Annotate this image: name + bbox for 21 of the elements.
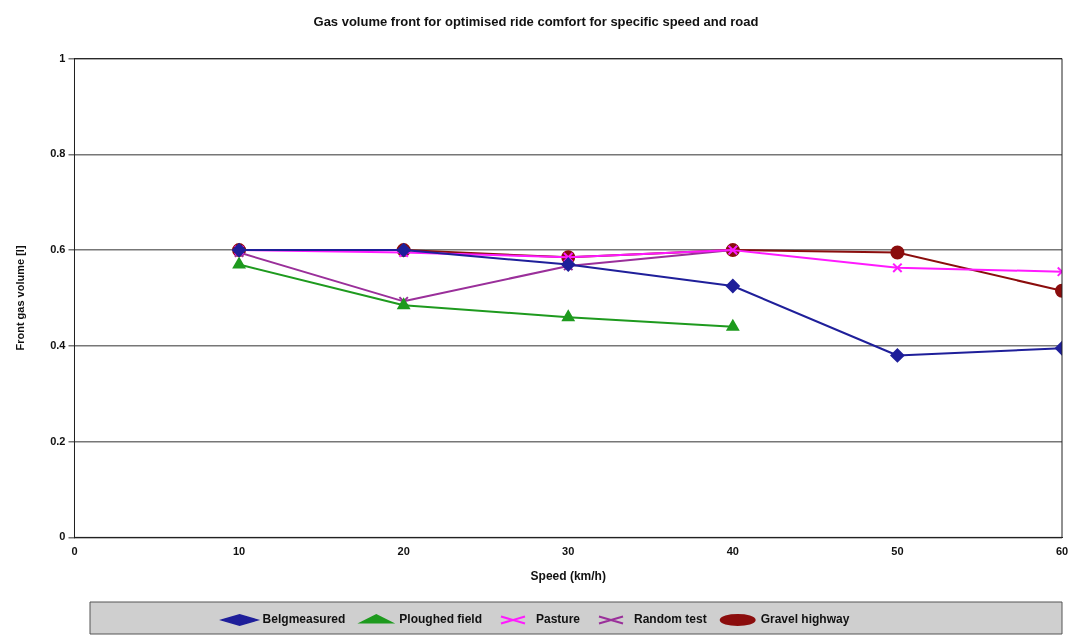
- x-tick-label: 10: [232, 545, 246, 558]
- x-tick-label: 30: [562, 545, 575, 558]
- y-tick-label: 1: [59, 51, 66, 64]
- y-tick-label: 0.4: [50, 338, 67, 351]
- legend-label: Pasture: [535, 612, 581, 627]
- y-tick-label: 0.8: [50, 147, 66, 160]
- y-tick-label: 0.2: [50, 434, 66, 447]
- legend-label: Gravel highway: [760, 612, 850, 627]
- x-tick-label: 0: [71, 545, 78, 558]
- chart-title: Gas volume front for optimised ride comfort for specific speed and road: [313, 14, 759, 30]
- x-axis-title: Speed (km/h): [530, 569, 606, 584]
- x-tick-label: 40: [726, 545, 739, 558]
- y-axis-title: Front gas volume [l]: [13, 245, 26, 351]
- x-tick-label: 50: [891, 545, 904, 558]
- legend-label: Ploughed field: [399, 612, 482, 627]
- y-tick-label: 0.6: [50, 243, 66, 256]
- x-tick-label: 60: [1055, 545, 1069, 558]
- legend-label: Belgmeasured: [262, 612, 346, 627]
- y-tick-label: 0: [59, 530, 66, 543]
- x-tick-label: 20: [397, 545, 410, 558]
- legend-label: Random test: [634, 612, 707, 627]
